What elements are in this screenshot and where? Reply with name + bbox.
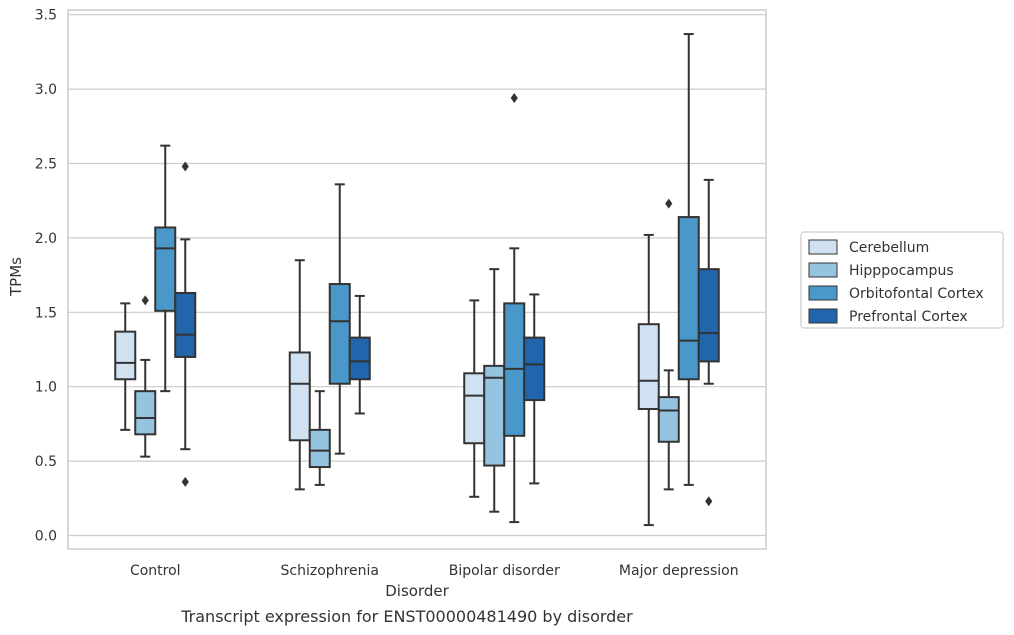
outlier-point [181,476,189,487]
y-tick-label: 3.0 [35,82,57,98]
y-tick-label: 0.0 [35,529,57,545]
x-tick-label: Schizophrenia [281,563,379,579]
box-iqr [308,428,331,469]
outlier-point [181,161,189,172]
legend: Cerebellum Hipppocampus Orbitofontal Corte… [800,231,1004,329]
legend-swatch [808,239,838,255]
box-iqr [483,364,506,467]
legend-swatch [808,262,838,278]
box-orbitofontal-cortex [328,183,351,455]
outlier-point [665,198,673,209]
y-tick-label: 1.5 [35,305,57,321]
box-iqr [174,291,197,358]
legend-label: Prefrontal Cortex [849,309,968,325]
x-tick-label: Bipolar disorder [449,563,560,579]
box-iqr [637,323,660,411]
box-orbitofontal-cortex [154,144,177,393]
box-iqr [134,390,157,436]
y-axis-label: TPMs [7,257,25,297]
box-cerebellum [637,233,660,527]
boxes [114,33,720,527]
box-prefrontal-cortex [348,294,371,415]
x-tick-label: Control [130,563,181,579]
y-tick-label: 2.0 [35,231,57,247]
box-iqr [288,351,311,442]
box-orbitofontal-cortex [677,33,700,486]
y-axis: 0.0 0.5 1.0 1.5 2.0 2.5 3.0 3.5 [35,8,57,545]
box-iqr [463,372,486,445]
box-cerebellum [288,259,311,491]
box-hipppocampus [308,390,331,486]
outlier-point [705,496,713,507]
box-iqr [657,396,680,443]
plot-frame [67,9,767,550]
outlier-point [510,93,518,104]
box-iqr [523,336,546,402]
box-hipppocampus [134,295,157,458]
x-tick-label: Major depression [619,563,739,579]
x-axis: Control Schizophrenia Bipolar disorder Majo… [130,563,739,579]
box-prefrontal-cortex [697,178,720,507]
box-iqr [328,283,351,385]
y-tick-label: 1.0 [35,380,57,396]
legend-frame [800,231,1004,329]
box-iqr [114,330,137,381]
legend-label: Hipppocampus [849,263,954,279]
box-iqr [697,268,720,363]
chart-caption: Transcript expression for ENST0000048149… [180,607,633,626]
y-tick-label: 0.5 [35,454,57,470]
box-prefrontal-cortex [174,161,197,487]
box-iqr [677,216,700,381]
legend-swatch [808,308,838,324]
box-orbitofontal-cortex [503,93,526,524]
box-hipppocampus [483,268,506,513]
outlier-point [141,295,149,306]
box-prefrontal-cortex [523,293,546,485]
legend-label: Cerebellum [849,240,929,256]
legend-label: Orbitofontal Cortex [849,286,984,302]
legend-swatch [808,285,838,301]
box-cerebellum [463,299,486,498]
box-cerebellum [114,302,137,431]
x-axis-label: Disorder [385,582,449,600]
box-iqr [154,226,177,312]
y-tick-label: 3.5 [35,8,57,24]
box-iqr [348,336,371,381]
box-hipppocampus [657,198,680,491]
y-tick-label: 2.5 [35,157,57,173]
